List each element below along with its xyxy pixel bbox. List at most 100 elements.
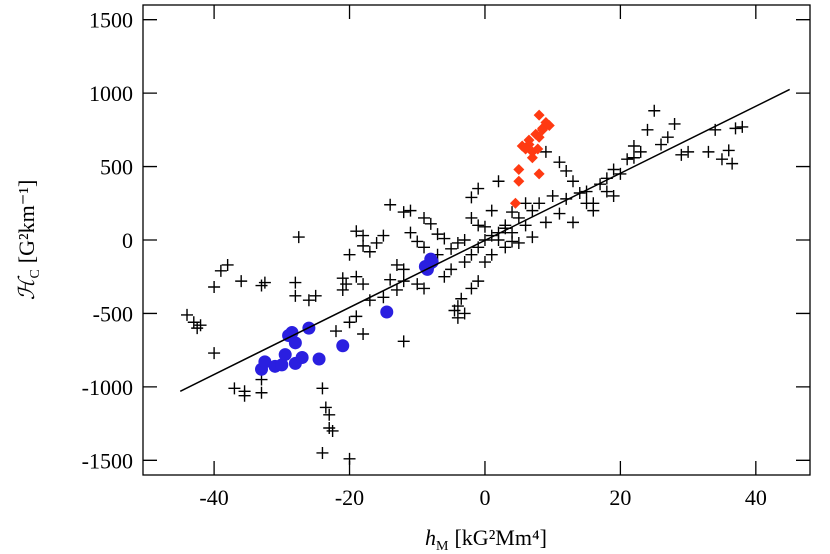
- point: [411, 235, 424, 248]
- point: [458, 256, 471, 269]
- point: [512, 236, 525, 249]
- point: [289, 276, 302, 289]
- point: [543, 119, 555, 131]
- point: [357, 229, 370, 242]
- point: [418, 282, 431, 295]
- point: [526, 231, 539, 244]
- point: [587, 197, 600, 210]
- point: [523, 134, 535, 146]
- y-label-symbol: ℋ: [14, 275, 39, 300]
- fit-line: [179, 88, 791, 392]
- point: [729, 122, 742, 135]
- point: [526, 204, 539, 217]
- point: [516, 140, 528, 152]
- point: [455, 292, 468, 305]
- point: [397, 335, 410, 348]
- x-label-symbol: h: [425, 525, 436, 550]
- y-axis-label: ℋC [G²km⁻¹]: [14, 180, 43, 301]
- point: [648, 104, 661, 117]
- point: [438, 232, 451, 245]
- point: [627, 140, 640, 152]
- point: [255, 386, 268, 399]
- point: [458, 234, 471, 246]
- point: [445, 242, 458, 255]
- point: [370, 236, 383, 249]
- point: [513, 175, 525, 187]
- y-tick-label: -1500: [82, 448, 133, 473]
- point: [350, 310, 363, 323]
- point: [343, 452, 356, 465]
- point: [302, 294, 315, 307]
- point: [191, 322, 204, 335]
- point: [319, 401, 332, 414]
- point: [451, 311, 464, 324]
- point: [228, 382, 241, 395]
- point: [275, 358, 289, 372]
- point: [451, 300, 464, 313]
- point: [377, 229, 390, 242]
- point: [445, 263, 458, 276]
- point: [634, 145, 647, 158]
- point: [682, 145, 695, 158]
- point: [519, 197, 532, 210]
- y-tick-label: 1000: [89, 81, 133, 106]
- point: [472, 219, 485, 232]
- point: [499, 241, 512, 254]
- point: [397, 263, 410, 276]
- point: [627, 151, 640, 164]
- point: [404, 226, 417, 239]
- point: [506, 235, 519, 248]
- point: [438, 270, 451, 283]
- point: [458, 307, 471, 320]
- point: [255, 279, 268, 292]
- point: [566, 216, 579, 229]
- point: [397, 206, 410, 219]
- point: [478, 256, 491, 269]
- point: [384, 273, 397, 286]
- point: [465, 248, 478, 261]
- point: [336, 272, 349, 285]
- point: [492, 175, 505, 188]
- y-tick-label: -1000: [82, 375, 133, 400]
- x-axis-label: hM [kG²Mm⁴]: [425, 525, 547, 554]
- point: [357, 278, 370, 291]
- point: [258, 276, 271, 289]
- point: [235, 275, 248, 288]
- point: [312, 352, 326, 366]
- point: [485, 248, 498, 261]
- point: [465, 211, 478, 224]
- x-tick-label: -40: [199, 485, 228, 510]
- y-label-subscript: C: [28, 269, 43, 278]
- point: [526, 152, 538, 164]
- point: [607, 189, 620, 202]
- point: [600, 185, 613, 198]
- point: [492, 234, 505, 246]
- point: [472, 182, 485, 195]
- point: [238, 385, 251, 398]
- y-tick-label: 0: [122, 228, 133, 253]
- point: [187, 316, 200, 329]
- x-label-subscript: M: [436, 539, 449, 554]
- point: [357, 328, 370, 340]
- point: [553, 156, 566, 169]
- point: [546, 189, 559, 202]
- point: [285, 326, 299, 340]
- point: [465, 191, 478, 204]
- point: [194, 319, 207, 332]
- point: [329, 325, 342, 338]
- y-tick-label: -500: [93, 301, 133, 326]
- x-tick-label: 0: [479, 485, 490, 510]
- point: [532, 143, 544, 155]
- x-tick-label: -20: [335, 485, 364, 510]
- point: [208, 281, 221, 293]
- point: [418, 211, 431, 224]
- point: [506, 206, 519, 219]
- point: [343, 316, 356, 329]
- point: [519, 219, 532, 232]
- point: [424, 217, 437, 230]
- x-label-units: [kG²Mm⁴]: [454, 525, 546, 550]
- point: [512, 211, 525, 224]
- point: [539, 145, 552, 158]
- point: [560, 164, 573, 177]
